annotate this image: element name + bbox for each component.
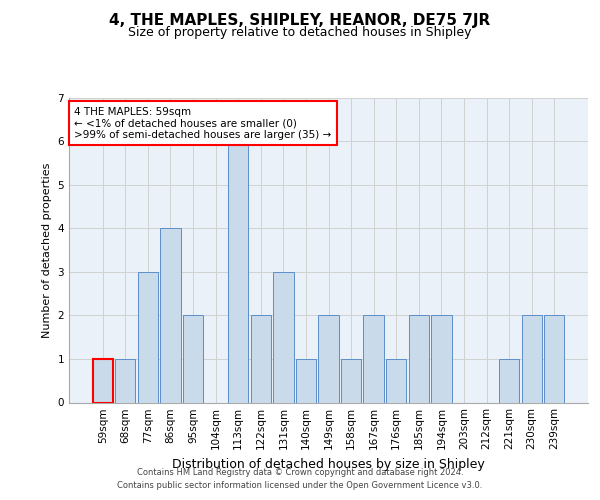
Bar xyxy=(341,359,361,403)
Bar xyxy=(160,228,181,402)
Bar xyxy=(115,359,136,403)
Text: 4 THE MAPLES: 59sqm
← <1% of detached houses are smaller (0)
>99% of semi-detach: 4 THE MAPLES: 59sqm ← <1% of detached ho… xyxy=(74,106,331,140)
Bar xyxy=(544,316,565,402)
Y-axis label: Number of detached properties: Number of detached properties xyxy=(42,162,52,338)
Bar xyxy=(296,359,316,403)
Bar xyxy=(364,316,384,402)
Text: Contains HM Land Registry data © Crown copyright and database right 2024.: Contains HM Land Registry data © Crown c… xyxy=(137,468,463,477)
Bar xyxy=(273,272,293,402)
Text: Contains public sector information licensed under the Open Government Licence v3: Contains public sector information licen… xyxy=(118,480,482,490)
Bar xyxy=(228,141,248,403)
Bar xyxy=(521,316,542,402)
X-axis label: Distribution of detached houses by size in Shipley: Distribution of detached houses by size … xyxy=(172,458,485,471)
Bar xyxy=(431,316,452,402)
Bar xyxy=(319,316,338,402)
Bar xyxy=(499,359,519,403)
Text: 4, THE MAPLES, SHIPLEY, HEANOR, DE75 7JR: 4, THE MAPLES, SHIPLEY, HEANOR, DE75 7JR xyxy=(109,12,491,28)
Text: Size of property relative to detached houses in Shipley: Size of property relative to detached ho… xyxy=(128,26,472,39)
Bar xyxy=(251,316,271,402)
Bar xyxy=(92,359,113,403)
Bar xyxy=(409,316,429,402)
Bar xyxy=(183,316,203,402)
Bar xyxy=(386,359,406,403)
Bar xyxy=(138,272,158,402)
